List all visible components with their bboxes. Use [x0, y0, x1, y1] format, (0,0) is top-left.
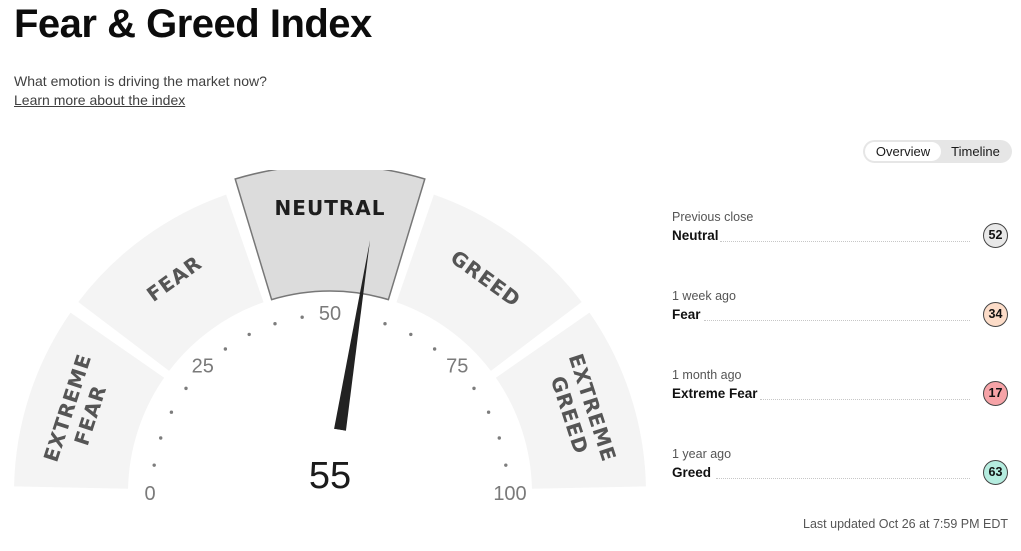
gauge-needle — [334, 240, 371, 431]
gauge-tick — [300, 315, 304, 319]
gauge-tick — [169, 410, 174, 414]
history-rating: Fear — [672, 307, 701, 322]
gauge-tick — [409, 332, 413, 337]
view-toggle: Overview Timeline — [863, 140, 1012, 163]
gauge-ticks — [152, 315, 508, 467]
gauge-segment-neutral — [234, 170, 426, 301]
history-rating: Neutral — [672, 228, 719, 243]
gauge-segment-greed — [396, 194, 582, 371]
gauge-segments — [14, 170, 646, 489]
score-value: 55 — [309, 455, 351, 497]
history-divider — [760, 399, 970, 400]
gauge-segment-fear — [78, 194, 264, 371]
gauge-tick — [247, 332, 251, 337]
history-item-previous-close: Previous close Neutral 52 — [672, 210, 1010, 250]
gauge-tick — [497, 436, 501, 440]
history-item-1-week-ago: 1 week ago Fear 34 — [672, 289, 1010, 329]
learn-more-link[interactable]: Learn more about the index — [14, 92, 186, 108]
gauge-segment-extreme-fear — [14, 312, 165, 489]
history-score-badge: 52 — [983, 223, 1008, 248]
history-divider — [720, 241, 970, 242]
history-score-badge: 34 — [983, 302, 1008, 327]
gauge-tick — [152, 463, 156, 467]
history-rating: Extreme Fear — [672, 386, 758, 401]
gauge-segment-extreme-greed — [495, 312, 646, 489]
gauge-tick — [472, 386, 476, 391]
scale-label-100: 100 — [493, 483, 526, 505]
history-score-badge: 63 — [983, 460, 1008, 485]
scale-label-25: 25 — [192, 356, 214, 378]
history-item-1-year-ago: 1 year ago Greed 63 — [672, 447, 1010, 487]
gauge-tick — [184, 386, 188, 391]
scale-label-75: 75 — [446, 356, 468, 378]
score-hub — [266, 429, 394, 510]
history-rating: Greed — [672, 465, 712, 480]
gauge-tick — [432, 347, 437, 351]
history-divider — [704, 320, 970, 321]
page-title: Fear & Greed Index — [14, 2, 372, 46]
segment-label-neutral: NEUTRAL — [275, 196, 386, 220]
gauge-tick — [383, 322, 387, 326]
gauge-tick — [159, 436, 163, 440]
scale-label-50: 50 — [319, 303, 341, 325]
history-score-badge: 17 — [983, 381, 1008, 406]
gauge-tick — [223, 347, 228, 351]
tab-timeline[interactable]: Timeline — [951, 144, 1000, 159]
tab-overview[interactable]: Overview — [865, 142, 941, 161]
last-updated: Last updated Oct 26 at 7:59 PM EDT — [803, 517, 1008, 531]
history-when: 1 week ago — [672, 289, 736, 303]
scale-label-0: 0 — [144, 483, 155, 505]
history-when: 1 month ago — [672, 368, 742, 382]
history-when: 1 year ago — [672, 447, 732, 461]
page-subtitle: What emotion is driving the market now? — [14, 73, 267, 89]
history-when: Previous close — [672, 210, 754, 224]
gauge-tick — [504, 463, 508, 467]
gauge-tick — [486, 410, 491, 414]
fear-greed-gauge: EXTREMEFEARFEARNEUTRALGREEDEXTREMEGREED … — [14, 170, 646, 510]
history-divider — [716, 478, 970, 479]
history-item-1-month-ago: 1 month ago Extreme Fear 17 — [672, 368, 1010, 408]
gauge-scale-labels: 0 25 50 75 100 — [144, 303, 526, 505]
gauge-tick — [273, 322, 277, 326]
